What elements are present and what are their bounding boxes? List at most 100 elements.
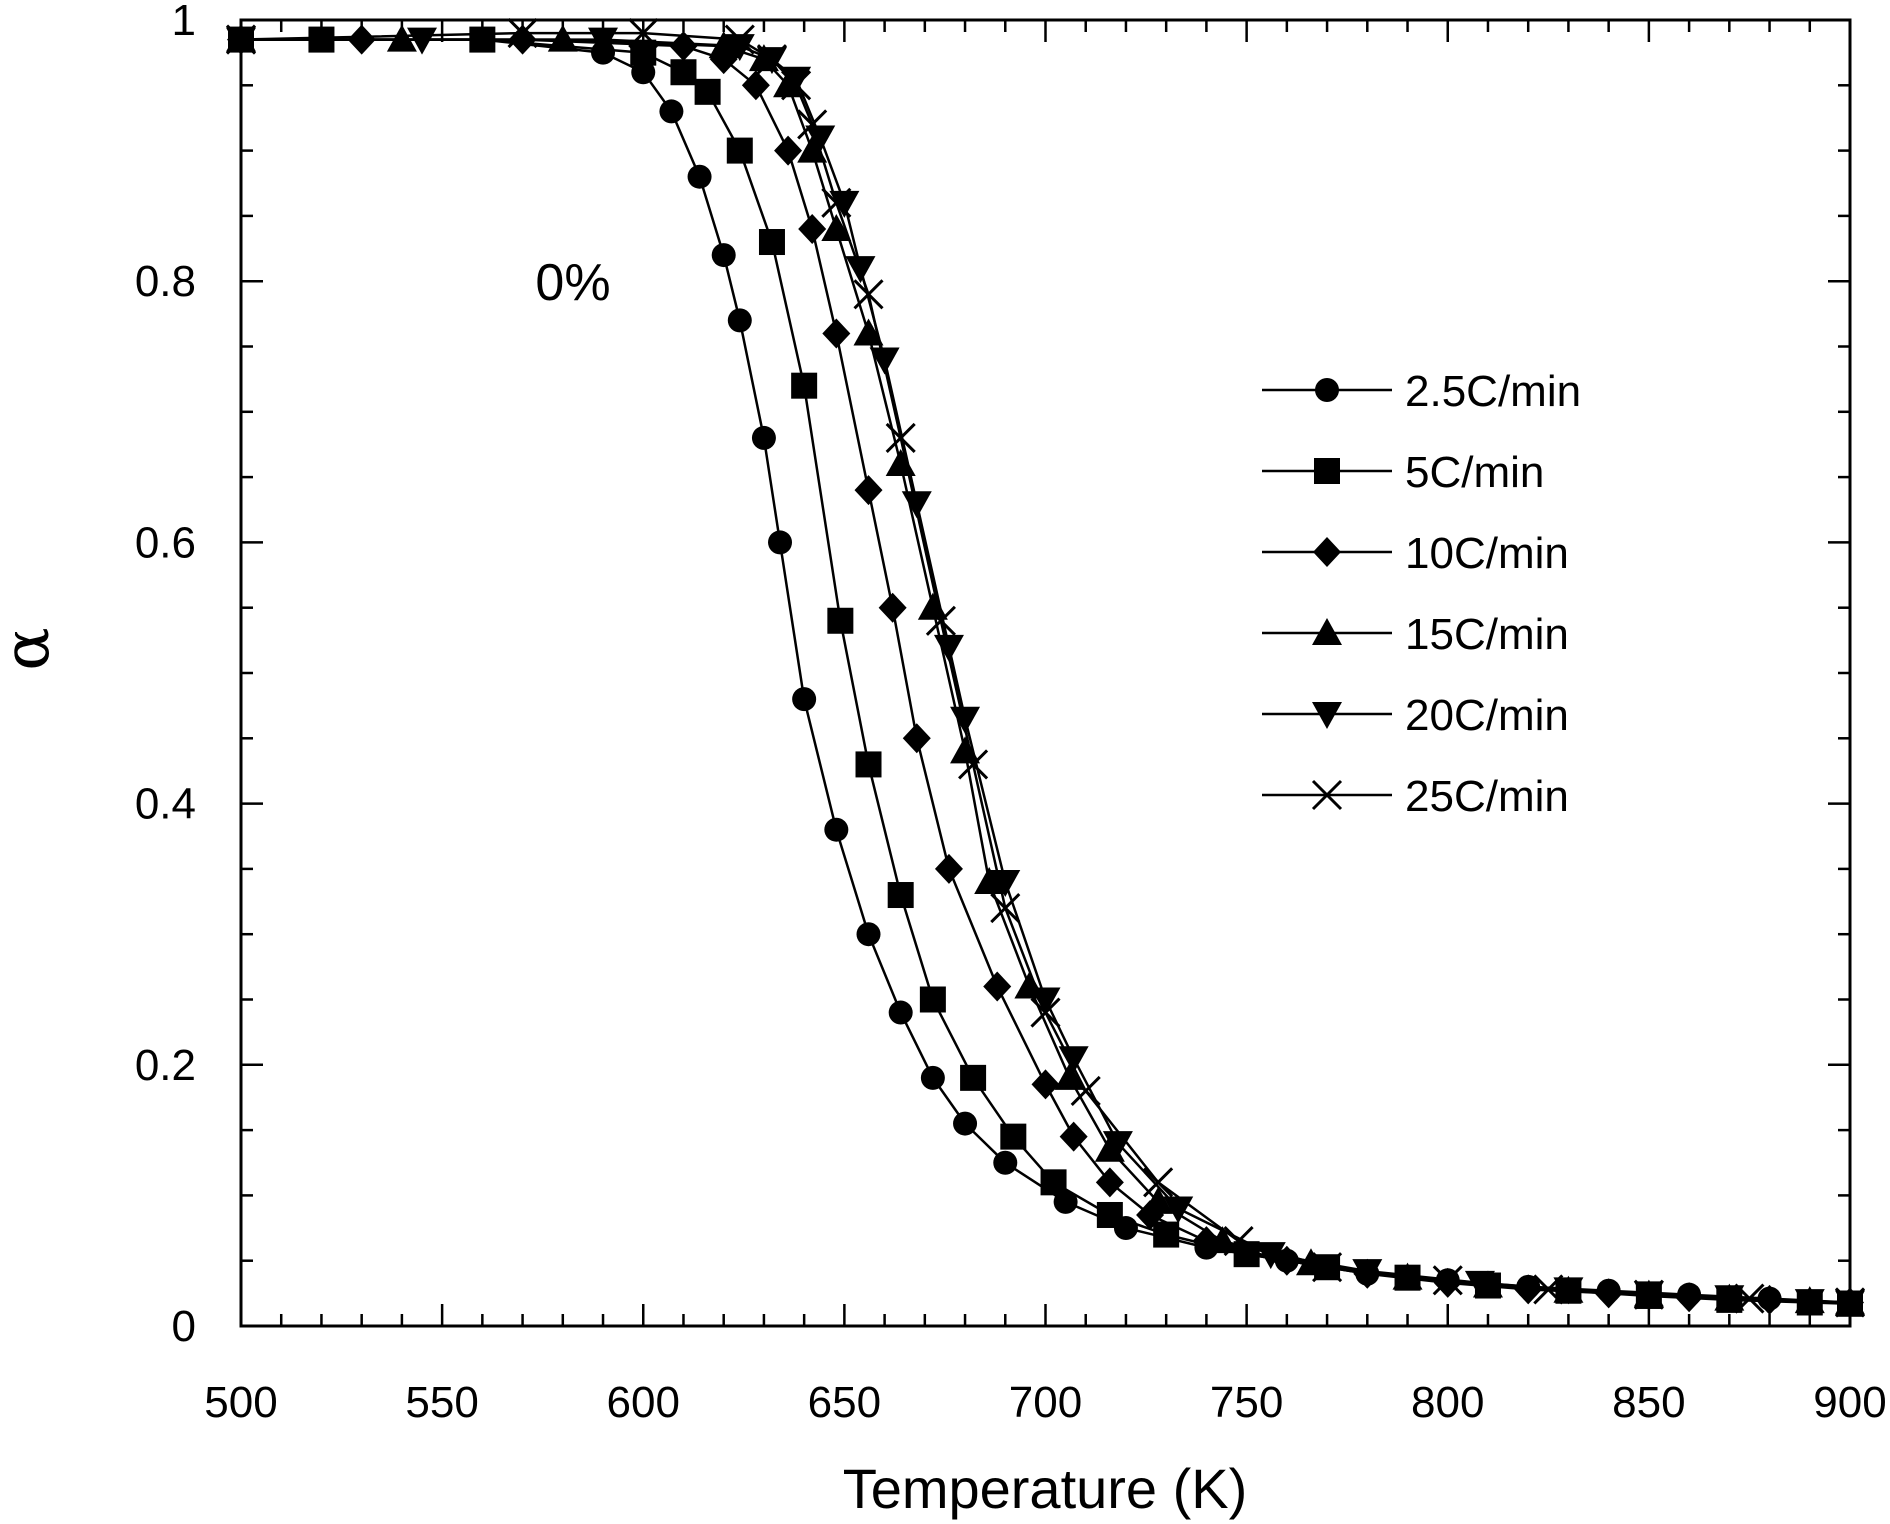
data-point (1030, 997, 1061, 1028)
data-point (659, 99, 684, 124)
data-point (934, 853, 963, 884)
series-layer (225, 17, 1866, 1318)
data-point (919, 986, 946, 1013)
data-point (687, 164, 712, 189)
x-axis-title: Temperature (K) (843, 1457, 1248, 1520)
data-point (1223, 1226, 1254, 1257)
data-point (821, 213, 852, 241)
data-point (1143, 1167, 1174, 1198)
data-point (507, 17, 538, 49)
data-point (901, 491, 932, 519)
x-tick-labels: 500 550 600 650 700 750 800 850 900 (204, 1378, 1886, 1427)
data-point (711, 243, 736, 268)
data-point (798, 213, 827, 244)
y-tick-label: 0.6 (135, 518, 196, 567)
data-point (724, 34, 755, 62)
data-point (993, 1150, 1018, 1175)
legend-label: 2.5C/min (1405, 367, 1581, 416)
x-tick-label: 650 (808, 1378, 881, 1427)
series-line (241, 38, 1851, 1304)
y-axis-title: α (0, 627, 64, 670)
data-point (225, 24, 257, 55)
series-1 (228, 26, 1863, 1317)
data-point (885, 422, 916, 453)
data-point (822, 318, 851, 349)
legend-marker (1315, 378, 1339, 402)
x-tick-label: 700 (1009, 1378, 1082, 1427)
series-line (241, 38, 1851, 1304)
legend-item: 5C/min (1262, 448, 1544, 497)
data-point (1000, 1123, 1027, 1150)
data-point (920, 1065, 945, 1090)
data-point (960, 1064, 987, 1091)
legend-label: 20C/min (1405, 691, 1569, 740)
data-point (670, 59, 697, 86)
legend-label: 15C/min (1405, 610, 1569, 659)
data-point (751, 425, 776, 450)
legend-item: 2.5C/min (1262, 367, 1581, 416)
data-point (878, 592, 907, 623)
data-point (888, 1000, 913, 1025)
data-point (887, 882, 914, 909)
legend-label: 5C/min (1405, 448, 1544, 497)
data-point (885, 449, 916, 477)
axis-ticks (239, 18, 1852, 1328)
data-point (631, 60, 656, 85)
data-point (925, 605, 956, 636)
data-point (1533, 1274, 1564, 1305)
data-point (768, 530, 793, 555)
data-point (1070, 1075, 1101, 1106)
data-point (1095, 1167, 1124, 1198)
data-point (756, 44, 788, 75)
series-3 (226, 24, 1865, 1315)
data-point (1432, 1265, 1463, 1296)
data-point (1734, 1283, 1765, 1314)
data-point (758, 229, 785, 256)
annotation-label: 0% (535, 254, 610, 312)
data-point (1312, 1252, 1343, 1283)
data-point (669, 31, 698, 62)
legend-marker (1312, 702, 1342, 729)
data-point (694, 78, 721, 105)
data-point (547, 24, 578, 52)
legend-marker (1311, 779, 1343, 811)
y-tick-labels: 0 0.2 0.4 0.6 0.8 1 (135, 0, 196, 1351)
data-point (797, 109, 828, 140)
legend-label: 25C/min (1405, 772, 1569, 821)
data-point (792, 687, 817, 712)
data-point (902, 723, 931, 754)
data-point (855, 751, 882, 778)
legend-marker (1313, 537, 1341, 567)
data-point (824, 817, 849, 842)
plot-area-frame (239, 18, 1852, 1328)
data-point (726, 137, 753, 164)
data-point (1040, 1169, 1067, 1196)
data-point (1514, 1274, 1543, 1305)
series-5 (225, 17, 1866, 1318)
data-point (1834, 1287, 1866, 1318)
data-point (386, 24, 417, 52)
data-point (741, 70, 770, 101)
series-2 (227, 24, 1864, 1318)
data-point (958, 749, 989, 780)
legend-marker (1314, 458, 1340, 484)
legend-label: 10C/min (1405, 529, 1569, 578)
x-tick-label: 750 (1210, 1378, 1283, 1427)
y-tick-label: 0.4 (135, 780, 196, 829)
y-tick-label: 0.2 (135, 1041, 196, 1090)
data-point (821, 187, 852, 218)
series-line (240, 31, 1851, 1304)
legend-marker (1312, 618, 1342, 645)
data-point (1143, 1186, 1174, 1214)
y-tick-label: 0 (172, 1302, 196, 1351)
data-point (1053, 1189, 1078, 1214)
data-point (724, 24, 755, 55)
data-point (853, 318, 884, 346)
data-point (628, 17, 659, 49)
data-point (774, 135, 803, 166)
legend-item: 15C/min (1262, 610, 1569, 659)
x-tick-label: 500 (204, 1378, 277, 1427)
x-tick-label: 800 (1411, 1378, 1484, 1427)
data-point (727, 308, 752, 333)
